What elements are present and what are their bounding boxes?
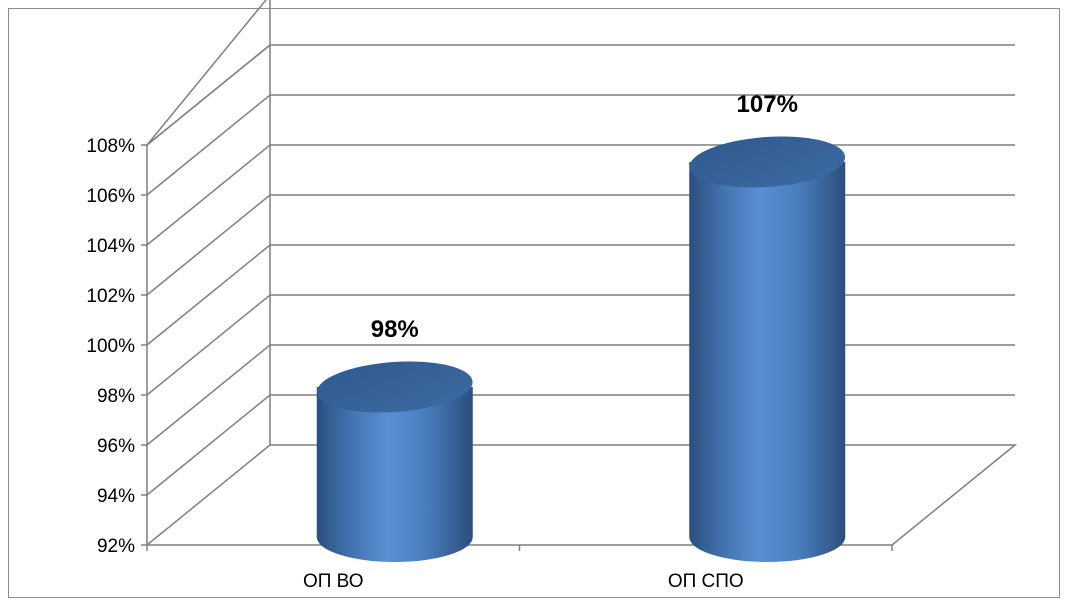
bars bbox=[316, 136, 846, 562]
y-tick-label: 100% bbox=[86, 336, 135, 357]
bar-top bbox=[689, 136, 846, 188]
floor-outline bbox=[146, 444, 1018, 546]
bar-body bbox=[689, 162, 846, 562]
bar-2 bbox=[689, 136, 846, 562]
y-tick-label: 98% bbox=[97, 386, 135, 407]
gridline bbox=[146, 44, 271, 146]
bar-1 bbox=[316, 361, 473, 562]
y-tick-label: 108% bbox=[86, 136, 135, 157]
y-tick-label: 96% bbox=[97, 436, 135, 457]
y-tick-label: 92% bbox=[97, 536, 135, 557]
y-tick-label: 106% bbox=[86, 186, 135, 207]
data-label: 98% bbox=[371, 316, 419, 343]
bar-body bbox=[316, 387, 473, 562]
chart-frame bbox=[8, 8, 1060, 598]
y-tick-label: 102% bbox=[86, 286, 135, 307]
y-axis-ticks: 92% 94% 96% 98% 100% 102% 104% 106% 108% bbox=[86, 136, 147, 557]
bar-top bbox=[316, 361, 473, 413]
y-tick-label: 94% bbox=[97, 486, 135, 507]
data-label: 107% bbox=[737, 91, 798, 118]
category-label: ОП СПО bbox=[668, 571, 744, 592]
gridline bbox=[146, 0, 267, 146]
gridlines bbox=[146, 0, 1018, 546]
labels: 98% ОП ВО 107% ОП СПО bbox=[303, 91, 798, 592]
y-tick-label: 104% bbox=[86, 236, 135, 257]
category-label: ОП ВО bbox=[303, 571, 364, 592]
